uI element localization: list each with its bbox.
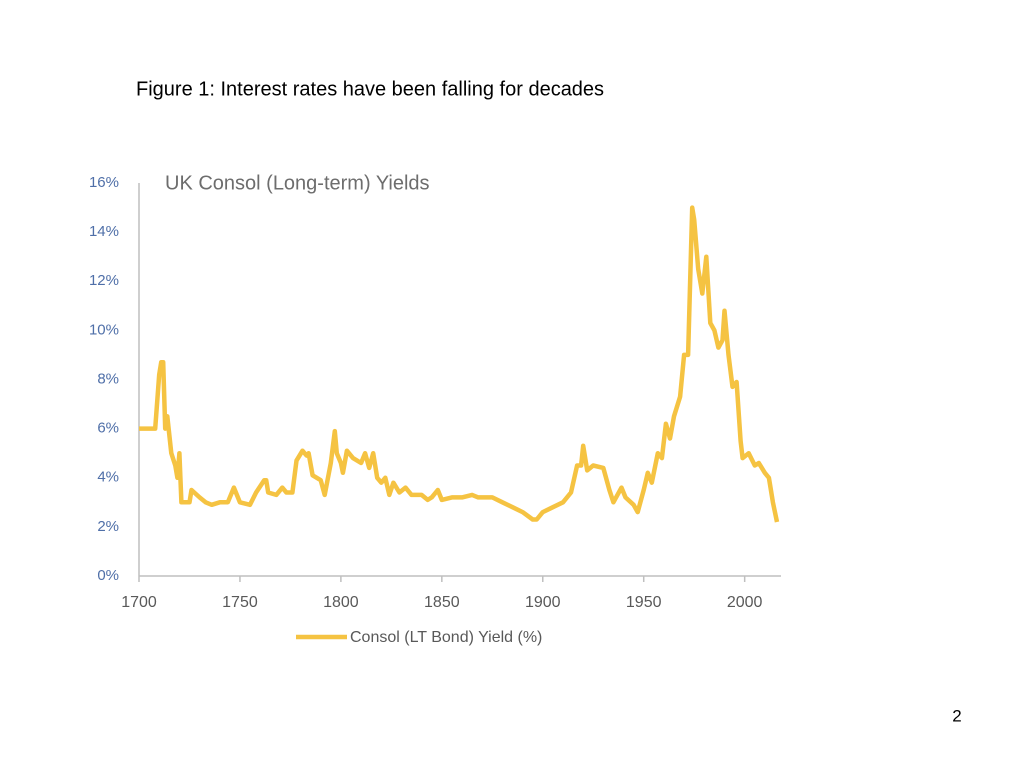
data-line bbox=[139, 205, 780, 523]
x-tick-label: 1850 bbox=[424, 594, 460, 611]
x-tick-label: 1900 bbox=[525, 594, 561, 611]
legend-label: Consol (LT Bond) Yield (%) bbox=[350, 629, 542, 646]
y-tick-label: 2% bbox=[97, 518, 119, 535]
y-tick-label: 4% bbox=[97, 469, 119, 486]
x-tick-label: 1950 bbox=[626, 594, 662, 611]
y-tick-label: 16% bbox=[89, 174, 119, 191]
chart-title: UK Consol (Long-term) Yields bbox=[165, 172, 430, 194]
y-tick-label: 10% bbox=[89, 321, 119, 338]
y-tick-label: 12% bbox=[89, 272, 119, 289]
y-tick-label: 14% bbox=[89, 223, 119, 240]
x-tick-label: 1750 bbox=[222, 594, 258, 611]
x-tick-label: 1800 bbox=[323, 594, 359, 611]
x-tick-label: 1700 bbox=[121, 594, 157, 611]
x-tick-label: 2000 bbox=[727, 594, 763, 611]
y-tick-label: 6% bbox=[97, 420, 119, 437]
figure-caption: Figure 1: Interest rates have been falli… bbox=[136, 78, 604, 100]
y-tick-label: 8% bbox=[97, 370, 119, 387]
page-number: 2 bbox=[952, 706, 961, 725]
y-tick-label: 0% bbox=[97, 567, 119, 584]
